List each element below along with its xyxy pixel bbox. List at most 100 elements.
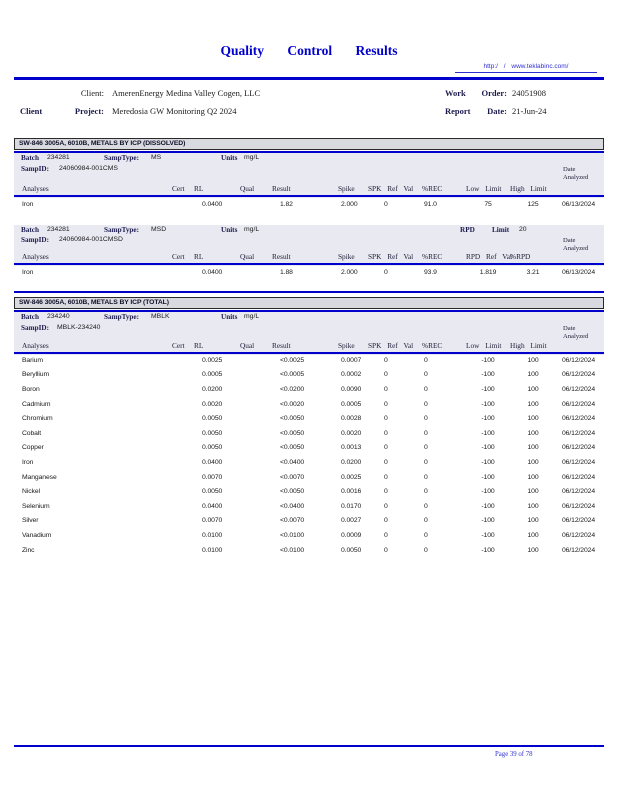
result-cell (172, 470, 194, 485)
result-cell: 0.0050 (202, 429, 223, 437)
column-header: %RPD (510, 252, 556, 265)
result-cell: 0 (424, 385, 428, 393)
result-cell (172, 528, 194, 543)
table-row: Selenium 0.0400 <0.0400 0.0170 0 0 -100 100 06/1… (14, 499, 604, 514)
result-cell: 06/12/2024 (562, 488, 596, 496)
result-cell: 0 (384, 400, 388, 408)
column-header: RL (194, 184, 240, 197)
result-cell: 100 (527, 429, 539, 437)
analyte-name: Iron (22, 200, 34, 208)
column-header: Low Limit (466, 184, 510, 197)
result-cell: <0.0050 (280, 415, 305, 423)
column-header: Result (272, 184, 338, 197)
result-cell: -100 (481, 488, 495, 496)
result-cell: 0.0020 (202, 400, 223, 408)
samptype-label: SampType: (104, 154, 140, 162)
result-cell: 0.0025 (202, 357, 223, 365)
column-header: RL (194, 252, 240, 265)
result-cell: 06/12/2024 (562, 429, 596, 437)
result-cell: 0.0025 (341, 473, 362, 481)
result-cell: 06/12/2024 (562, 531, 596, 539)
result-cell: <0.0400 (280, 502, 305, 510)
result-cell: 2.000 (341, 268, 358, 276)
table-row: Iron 0.0400 1.82 2.000 0 91.0 75 125 06/13/2024 (14, 196, 604, 211)
result-cell: 0.0002 (341, 371, 362, 379)
result-cell: 0 (384, 546, 388, 554)
result-cell: 100 (527, 502, 539, 510)
result-cell (240, 441, 272, 456)
result-cell: 0.0009 (341, 531, 362, 539)
result-cell: 0 (384, 531, 388, 539)
section-rule (14, 310, 604, 312)
section-title-dissolved: SW-846 3005A, 6010B, METALS BY ICP (DISS… (14, 138, 604, 150)
result-cell (172, 411, 194, 426)
result-cell (240, 196, 272, 211)
column-header: RL (194, 341, 240, 354)
rpd-label: RPD (460, 226, 475, 234)
result-cell: 1.82 (280, 200, 293, 208)
result-cell: 06/12/2024 (562, 502, 596, 510)
result-cell: 0.0028 (341, 415, 362, 423)
project-value: Meredosia GW Monitoring Q2 2024 (112, 106, 237, 116)
result-cell (240, 368, 272, 383)
result-cell (172, 543, 194, 558)
table-row: Zinc 0.0100 <0.0100 0.0050 0 0 -100 100 06/12/20… (14, 543, 604, 558)
result-cell: 0 (424, 415, 428, 423)
result-cell: 0.0400 (202, 502, 223, 510)
result-cell: 06/12/2024 (562, 517, 596, 525)
result-cell: 0 (424, 502, 428, 510)
result-cell: 100 (527, 531, 539, 539)
result-cell: 100 (527, 371, 539, 379)
result-cell: 0.0027 (341, 517, 362, 525)
lab-website-link[interactable]: http:/ / www.teklabinc.com/ (455, 63, 597, 73)
analyte-name: Manganese (22, 473, 57, 481)
result-cell: 06/12/2024 (562, 357, 596, 365)
result-cell: -100 (481, 502, 495, 510)
samptype-label: SampType: (104, 226, 140, 234)
units-label: Units (221, 313, 238, 321)
result-cell: 0.0050 (202, 444, 223, 452)
table-row: Cobalt 0.0050 <0.0050 0.0020 0 0 -100 100 06/12/… (14, 426, 604, 441)
qc-table-mblk: Analyses Cert RL Qual Result Spike SPK Ref Val… (14, 341, 604, 557)
column-header: SPK Ref Val (368, 252, 422, 265)
result-cell (240, 411, 272, 426)
result-cell (172, 397, 194, 412)
result-cell (240, 514, 272, 529)
batch-number: 234281 (47, 154, 70, 161)
table-row: Nickel 0.0050 <0.0050 0.0016 0 0 -100 100 06/12/… (14, 484, 604, 499)
result-cell: 0 (424, 400, 428, 408)
result-cell: 06/12/2024 (562, 385, 596, 393)
result-cell: 100 (527, 517, 539, 525)
result-cell: <0.0050 (280, 429, 305, 437)
result-cell: 0.0170 (341, 502, 362, 510)
analyte-name: Boron (22, 385, 40, 393)
result-cell (172, 368, 194, 383)
batch-number: 234240 (47, 313, 70, 320)
result-cell: 0 (384, 473, 388, 481)
analyte-name: Chromium (22, 415, 53, 423)
result-cell: 0 (424, 357, 428, 365)
result-cell: 0 (384, 444, 388, 452)
result-cell: 100 (527, 473, 539, 481)
result-cell: 0 (384, 458, 388, 466)
page-title: Quality Control Results (220, 43, 398, 58)
result-cell: 06/12/2024 (562, 473, 596, 481)
report-date-label-2: Date: (487, 106, 507, 116)
sampid-value: MBLK-234240 (57, 324, 101, 331)
client-label: Client: (80, 88, 104, 98)
units-value: mg/L (244, 313, 260, 320)
column-header: Spike (338, 184, 368, 197)
result-cell: <0.0070 (280, 473, 305, 481)
result-cell: 0 (384, 517, 388, 525)
client-value: AmerenEnergy Medina Valley Cogen, LLC (112, 88, 261, 98)
result-cell: -100 (481, 415, 495, 423)
result-cell: 100 (527, 488, 539, 496)
column-header: %REC (422, 341, 466, 354)
column-header (556, 184, 604, 197)
result-cell: -100 (481, 371, 495, 379)
table-row: Barium 0.0025 <0.0025 0.0007 0 0 -100 100 06/12/… (14, 353, 604, 368)
analyte-name: Silver (22, 517, 39, 525)
header-rule (14, 77, 604, 80)
column-header: High Limit (510, 184, 556, 197)
analyte-name: Copper (22, 444, 44, 452)
